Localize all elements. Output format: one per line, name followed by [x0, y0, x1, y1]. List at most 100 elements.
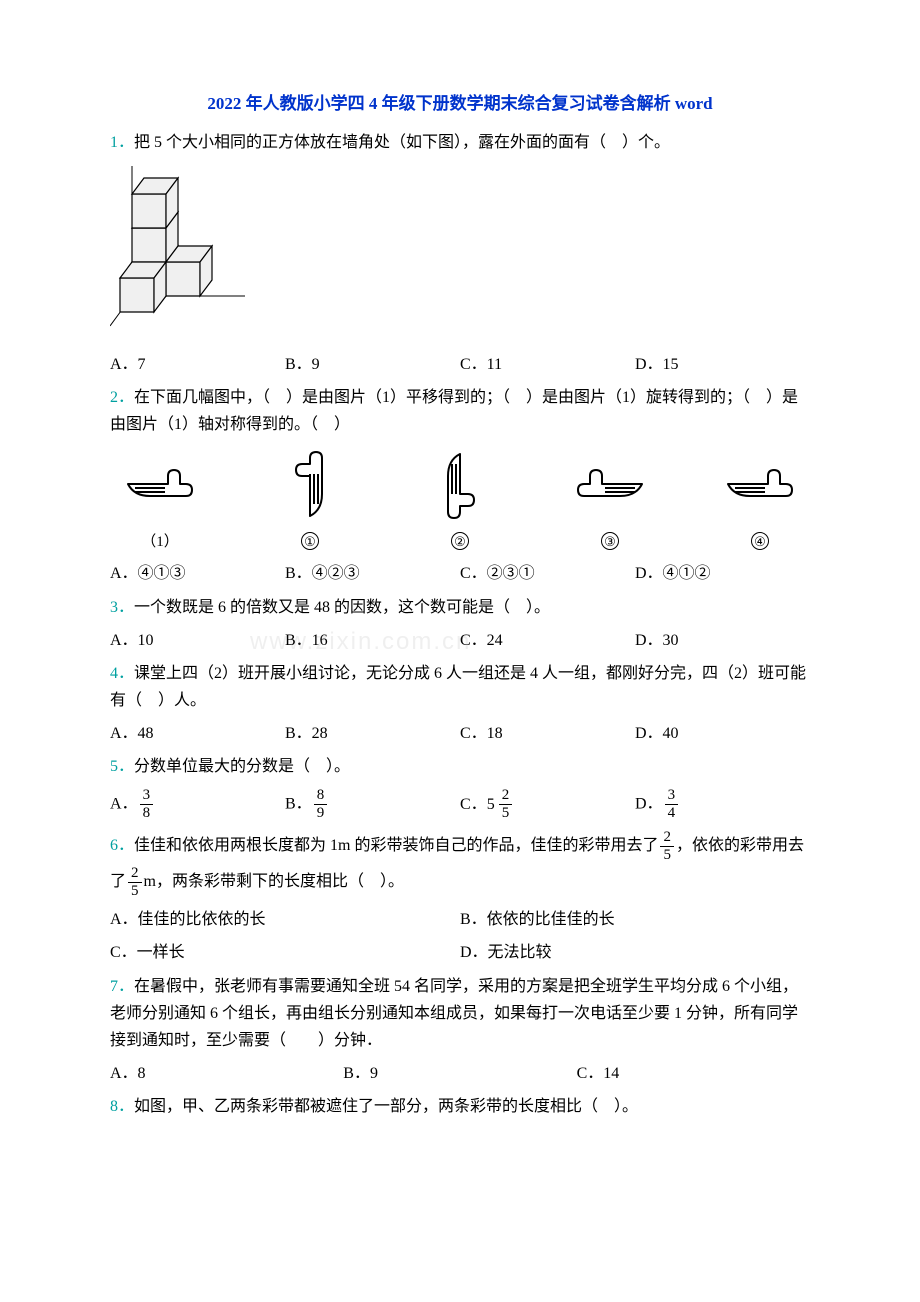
q4-number: 4． [110, 665, 134, 682]
q2-options: A．④①③ B．④②③ C．②③① D．④①② [110, 560, 810, 587]
q2-opt-d: D．④①② [635, 560, 810, 587]
q5-text: 分数单位最大的分数是（ ）。 [134, 758, 350, 775]
q5-d-den: 4 [665, 805, 679, 822]
question-7: 7．在暑假中，张老师有事需要通知全班 54 名同学，采用的方案是把全班学生平均分… [110, 973, 810, 1055]
q6-opt-b: B．依依的比佳佳的长 [460, 906, 810, 933]
q6-f2-num: 2 [128, 865, 142, 883]
q6-text-p3: m，两条彩带剩下的长度相比（ ）。 [144, 873, 404, 890]
hand-label-4: ③ [560, 530, 660, 556]
circled-1-icon: ① [301, 532, 319, 550]
page-title: 2022 年人教版小学四 4 年级下册数学期末综合复习试卷含解析 word [110, 90, 810, 119]
q3-opt-c: C．24 [460, 627, 635, 654]
q5-opt-a: A．38 [110, 787, 285, 823]
q6-options-2: C．一样长 D．无法比较 [110, 939, 810, 966]
mixed-fraction-icon: 525 [487, 787, 515, 823]
q5-opt-b: B．89 [285, 787, 460, 823]
q1-options: A．7 B．9 C．11 D．15 [110, 351, 810, 378]
q5-c-label: C． [460, 796, 487, 813]
q1-opt-c: C．11 [460, 351, 635, 378]
q3-number: 3． [110, 599, 134, 616]
q5-a-den: 8 [140, 805, 154, 822]
hand-label-2: ① [260, 530, 360, 556]
q1-opt-a: A．7 [110, 351, 285, 378]
q6-f1-den: 5 [660, 847, 674, 864]
q2-number: 2． [110, 389, 134, 406]
q4-opt-c: C．18 [460, 720, 635, 747]
q8-text: 如图，甲、乙两条彩带都被遮住了一部分，两条彩带的长度相比（ ）。 [134, 1098, 638, 1115]
q6-opt-c: C．一样长 [110, 939, 460, 966]
q7-opt-b: B．9 [343, 1060, 576, 1087]
q5-c-whole: 5 [487, 791, 495, 818]
q2-opt-a: A．④①③ [110, 560, 285, 587]
hand-1-original: （1） [110, 449, 210, 556]
q6-opt-d: D．无法比较 [460, 939, 810, 966]
q4-opt-b: B．28 [285, 720, 460, 747]
q6-options-1: A．佳佳的比依依的长 B．依依的比佳佳的长 [110, 906, 810, 933]
hand-5: ④ [710, 449, 810, 556]
q4-opt-d: D．40 [635, 720, 810, 747]
hand-label-5: ④ [710, 530, 810, 556]
q2-opt-a-text: A．④①③ [110, 565, 186, 582]
q5-opt-d: D．34 [635, 787, 810, 823]
q3-opt-a: A．10 [110, 627, 285, 654]
q5-d-label: D． [635, 795, 663, 812]
hand-4: ③ [560, 449, 660, 556]
q2-opt-c: C．②③① [460, 560, 635, 587]
q5-b-num: 8 [314, 787, 328, 805]
question-4: 4．课堂上四（2）班开展小组讨论，无论分成 6 人一组还是 4 人一组，都刚好分… [110, 660, 810, 714]
fraction-icon: 34 [665, 787, 679, 823]
question-2: 2．在下面几幅图中，（ ）是由图片（1）平移得到的；（ ）是由图片（1）旋转得到… [110, 384, 810, 438]
question-8: 8．如图，甲、乙两条彩带都被遮住了一部分，两条彩带的长度相比（ ）。 [110, 1093, 810, 1120]
q3-opt-d: D．30 [635, 627, 810, 654]
q3-text: 一个数既是 6 的倍数又是 48 的因数，这个数可能是（ ）。 [134, 599, 550, 616]
q5-d-num: 3 [665, 787, 679, 805]
q7-opt-a: A．8 [110, 1060, 343, 1087]
question-5: 5．分数单位最大的分数是（ ）。 [110, 753, 810, 780]
hand-2: ① [260, 449, 360, 556]
q4-opt-a: A．48 [110, 720, 285, 747]
q6-f2-den: 5 [128, 883, 142, 900]
q6-text-p1: 佳佳和依依用两根长度都为 1m 的彩带装饰自己的作品，佳佳的彩带用去了 [134, 837, 658, 854]
circled-4-icon: ④ [751, 532, 769, 550]
q1-number: 1． [110, 134, 134, 151]
q3-opt-b: B．16 [285, 627, 460, 654]
q5-c-den: 5 [499, 805, 513, 822]
q6-f1-num: 2 [660, 829, 674, 847]
q2-hands: （1） ① ② ③ ④ [110, 449, 810, 556]
hand-3: ② [410, 449, 510, 556]
q1-opt-b: B．9 [285, 351, 460, 378]
q5-number: 5． [110, 758, 134, 775]
q3-options: A．10 B．16 C．24 D．30 [110, 627, 810, 654]
q4-options: A．48 B．28 C．18 D．40 [110, 720, 810, 747]
fraction-icon: 25 [128, 865, 142, 901]
fraction-icon: 89 [314, 787, 328, 823]
q5-a-num: 3 [140, 787, 154, 805]
q7-opt-c: C．14 [577, 1060, 810, 1087]
question-1: 1．把 5 个大小相同的正方体放在墙角处（如下图），露在外面的面有（ ）个。 [110, 129, 810, 156]
q6-number: 6． [110, 837, 134, 854]
hand-label-3: ② [410, 530, 510, 556]
q8-number: 8． [110, 1098, 134, 1115]
circled-3-icon: ③ [601, 532, 619, 550]
hand-label-1: （1） [110, 530, 210, 556]
q6-opt-a: A．佳佳的比依依的长 [110, 906, 460, 933]
q5-a-label: A． [110, 795, 138, 812]
q7-text: 在暑假中，张老师有事需要通知全班 54 名同学，采用的方案是把全班学生平均分成 … [110, 978, 798, 1049]
fraction-icon: 38 [140, 787, 154, 823]
q5-c-num: 2 [499, 787, 513, 805]
q4-text: 课堂上四（2）班开展小组讨论，无论分成 6 人一组还是 4 人一组，都刚好分完，… [110, 665, 806, 709]
q5-options: A．38 B．89 C．525 D．34 [110, 787, 810, 823]
q1-figure [110, 166, 250, 336]
q1-text: 把 5 个大小相同的正方体放在墙角处（如下图），露在外面的面有（ ）个。 [134, 134, 670, 151]
q2-opt-b: B．④②③ [285, 560, 460, 587]
q5-b-den: 9 [314, 805, 328, 822]
q1-opt-d: D．15 [635, 351, 810, 378]
q7-options: A．8 B．9 C．14 [110, 1060, 810, 1087]
question-3: 3．一个数既是 6 的倍数又是 48 的因数，这个数可能是（ ）。 [110, 594, 810, 621]
question-6: 6．佳佳和依依用两根长度都为 1m 的彩带装饰自己的作品，佳佳的彩带用去了25，… [110, 828, 810, 900]
q5-opt-c: C．525 [460, 787, 635, 823]
circled-2-icon: ② [451, 532, 469, 550]
q2-opt-b-text: B．④②③ [285, 565, 360, 582]
q2-opt-d-text: D．④①② [635, 565, 711, 582]
q2-text: 在下面几幅图中，（ ）是由图片（1）平移得到的；（ ）是由图片（1）旋转得到的；… [110, 389, 798, 433]
